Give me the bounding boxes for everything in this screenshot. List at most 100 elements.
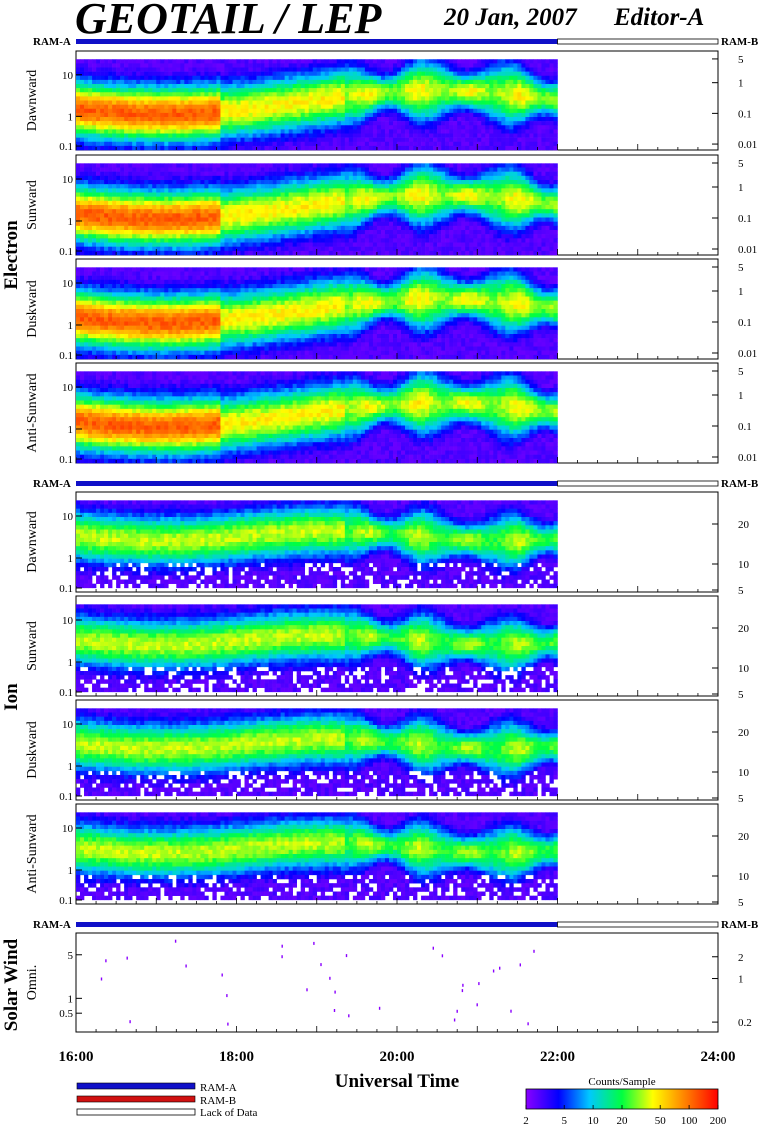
ytick-left-label: 0.1 [59, 895, 73, 907]
editor-label: Editor-A [613, 4, 704, 31]
heatmap-cells [76, 371, 558, 464]
ytick-right-label: 0.01 [738, 348, 757, 360]
panel-ylabel: Anti-Sunward [25, 373, 40, 452]
xtick-label: 18:00 [219, 1049, 254, 1065]
panel-electron-sunward: Sunward 10 1 0.1 5 1 0.1 0.01 [25, 154, 757, 258]
ytick-left-label: 10 [62, 382, 74, 394]
colorbar-tick-label: 10 [588, 1115, 600, 1127]
panel-ylabel: Omni. [25, 965, 40, 1000]
ytick-left-label: 1 [68, 320, 74, 332]
panel-ylabel: Dawnward [25, 70, 40, 131]
ytick-right-label: 0.2 [738, 1017, 752, 1029]
panel-electron-duskward: Duskward 10 1 0.1 5 1 0.1 0.01 [25, 258, 757, 362]
ytick-left-label: 10 [62, 70, 74, 82]
panel-ion-anti-sunward: Anti-Sunward 10 1 0.1 20 10 5 [25, 803, 750, 909]
panel-ylabel: Sunward [25, 621, 40, 671]
ytick-right-label: 5 [738, 689, 744, 701]
panel-ylabel: Anti-Sunward [25, 814, 40, 893]
legend-label-ram-b: RAM-B [200, 1095, 236, 1107]
ytick-left-label: 1 [68, 216, 74, 228]
ram-legend: RAM-A RAM-B Lack of Data [76, 1082, 258, 1119]
heatmap-cells [76, 500, 558, 589]
ytick-right-label: 10 [738, 767, 750, 779]
ytick-right-label: 0.1 [738, 421, 752, 433]
ram-b-label: RAM-B [721, 919, 759, 931]
ytick-right-label: 0.01 [738, 244, 757, 256]
ytick-right-label: 5 [738, 158, 744, 170]
ytick-right-label: 5 [738, 366, 744, 378]
ytick-right-label: 5 [738, 585, 744, 597]
heatmap-cells [76, 604, 558, 693]
time-axis: 16:00 18:00 20:00 22:00 24:00 [59, 1049, 736, 1065]
ram-bar-ion: RAM-A RAM-B [33, 478, 759, 490]
panel-ion-duskward: Duskward 10 1 0.1 20 10 5 [25, 699, 750, 805]
legend-swatch-ram-b [76, 1095, 196, 1103]
colorbar: Counts/Sample 2 5 10 20 50 100 200 [523, 1076, 727, 1127]
ram-a-label: RAM-A [33, 478, 71, 490]
ram-bar-electron: RAM-A RAM-B [33, 36, 759, 48]
ytick-left-label: 0.1 [59, 350, 73, 362]
ytick-left-label: 1 [68, 424, 74, 436]
ytick-right-label: 0.01 [738, 139, 757, 151]
solar-wind-dots [100, 939, 535, 1026]
ram-b-label: RAM-B [721, 36, 759, 48]
ytick-right-label: 1 [738, 286, 744, 298]
panel-electron-anti-sunward: Anti-Sunward 10 1 0.1 5 1 0.1 0.01 [25, 362, 757, 466]
group-label-electron: Electron [1, 220, 22, 290]
ytick-right-label: 0.1 [738, 213, 752, 225]
ytick-left-label: 1 [68, 657, 74, 669]
figure-title: GEOTAIL / LEP [75, 0, 383, 43]
ytick-left-label: 5 [68, 950, 74, 962]
xtick-label: 22:00 [540, 1049, 575, 1065]
ytick-left-label: 10 [62, 511, 74, 523]
colorbar-ticks: 2 5 10 20 50 100 200 [523, 1105, 727, 1127]
ytick-left-label: 1 [68, 865, 74, 877]
panel-solar-wind-omni.: Omni. 5 1 0.5 2 1 0.2 [25, 932, 752, 1033]
colorbar-tick-label: 5 [561, 1115, 567, 1127]
ytick-left-label: 1 [68, 761, 74, 773]
ytick-left-label: 10 [62, 278, 74, 290]
spectrogram-panels: Dawnward 10 1 0.1 5 1 0.1 0.01 Sunward 10 1 0.1 5 1 0.… [25, 50, 757, 1033]
ram-bar-solar-wind: RAM-A RAM-B [33, 919, 759, 931]
ytick-left-label: 0.1 [59, 583, 73, 595]
ytick-right-label: 0.01 [738, 452, 757, 464]
ytick-left-label: 0.1 [59, 454, 73, 466]
ytick-right-label: 0.1 [738, 317, 752, 329]
group-label-ion: Ion [1, 683, 22, 711]
xtick-label: 20:00 [380, 1049, 415, 1065]
xaxis-label: Universal Time [335, 1071, 459, 1092]
ytick-right-label: 1 [738, 182, 744, 194]
group-label-solar-wind: Solar Wind [1, 938, 22, 1031]
colorbar-tick-label: 100 [681, 1115, 698, 1127]
panel-ion-dawnward: Dawnward 10 1 0.1 20 10 5 [25, 491, 750, 597]
legend-swatch-ram-a [76, 1082, 196, 1090]
ytick-left-label: 10 [62, 174, 74, 186]
ytick-right-label: 2 [738, 952, 744, 964]
panel-ylabel: Dawnward [25, 511, 40, 572]
ytick-left-label: 0.1 [59, 791, 73, 803]
heatmap-cells [76, 708, 558, 797]
ytick-left-label: 1 [68, 111, 74, 123]
panel-ion-sunward: Sunward 10 1 0.1 20 10 5 [25, 595, 750, 701]
ytick-right-label: 1 [738, 390, 744, 402]
date-label: 20 Jan, 2007 [443, 4, 578, 31]
legend-label-ram-a: RAM-A [200, 1082, 237, 1094]
heatmap-cells [76, 812, 558, 901]
ytick-right-label: 20 [738, 519, 750, 531]
ytick-left-label: 10 [62, 823, 74, 835]
panel-ylabel: Sunward [25, 180, 40, 230]
ram-a-label: RAM-A [33, 36, 71, 48]
colorbar-tick-label: 2 [523, 1115, 529, 1127]
colorbar-tick-label: 20 [617, 1115, 629, 1127]
ytick-left-label: 1 [68, 553, 74, 565]
ytick-right-label: 1 [738, 974, 744, 986]
ytick-left-label: 1 [68, 993, 74, 1005]
xtick-label: 16:00 [59, 1049, 94, 1065]
ytick-right-label: 10 [738, 559, 750, 571]
colorbar-tick-label: 50 [655, 1115, 667, 1127]
heatmap-cells [76, 59, 558, 151]
xtick-label: 24:00 [701, 1049, 736, 1065]
panel-electron-dawnward: Dawnward 10 1 0.1 5 1 0.1 0.01 [25, 50, 757, 153]
ram-a-label: RAM-A [33, 919, 71, 931]
heatmap-cells [76, 267, 558, 360]
